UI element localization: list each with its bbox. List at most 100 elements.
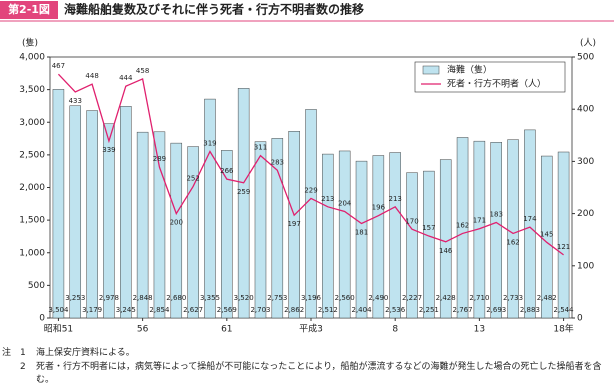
bar	[103, 123, 115, 319]
legend-label: 死者・行方不明者（人）	[447, 78, 546, 90]
y2-tick-label: 0	[577, 314, 583, 324]
bar	[322, 153, 334, 319]
note-number: 2	[20, 362, 26, 372]
line-value-label: 162	[456, 221, 469, 229]
bar	[389, 152, 401, 319]
bar	[456, 137, 469, 319]
x-tick-label: 61	[221, 325, 232, 335]
line-value-label: 145	[540, 230, 553, 238]
bar	[237, 88, 250, 319]
line-value-label: 266	[220, 167, 234, 175]
line-value-label: 146	[439, 247, 453, 255]
bar	[204, 98, 216, 319]
y-axis-label: (隻)	[22, 37, 38, 49]
bar-value-label: 3,520	[234, 294, 254, 302]
chart: 第2-1図 海難船舶隻数及びそれに伴う死者・行方不明者数の推移 (隻) (人) …	[0, 1, 614, 335]
bar	[221, 150, 233, 319]
bar	[153, 131, 166, 319]
bar-value-label: 2,680	[166, 294, 186, 302]
x-tick-label: 18年	[553, 323, 573, 335]
bar	[423, 170, 435, 319]
line-value-label: 467	[52, 62, 65, 70]
line-series	[57, 73, 564, 256]
y2-tick-label: 400	[577, 105, 594, 115]
line-value-label: 433	[69, 97, 82, 105]
y2-tick-label: 200	[577, 209, 594, 219]
line-value-label: 170	[405, 217, 418, 225]
bar-value-label: 2,710	[469, 294, 489, 302]
legend-label: 海難（隻）	[447, 64, 492, 76]
bar	[406, 172, 418, 319]
y2-tick-label: 100	[577, 261, 594, 271]
bar	[187, 146, 199, 319]
bar-value-label: 2,978	[99, 294, 119, 302]
note-text: 死者・行方不明者には，病気等によって操船が不可能になったことにより，船舶が漂流す…	[36, 362, 602, 385]
bar	[490, 142, 502, 319]
line-value-label: 181	[355, 229, 368, 237]
bar-value-label: 3,179	[82, 306, 102, 314]
bar	[355, 160, 368, 319]
line-value-label: 448	[85, 72, 98, 80]
line-value-label: 283	[271, 158, 284, 166]
line-value-label: 252	[186, 174, 199, 182]
line-value-label: 259	[237, 188, 250, 196]
bar	[86, 110, 98, 319]
x-tick-label: 13	[474, 325, 485, 335]
bar-value-label: 2,703	[250, 306, 270, 314]
line-value-label: 171	[473, 217, 486, 225]
bar-value-label: 3,245	[116, 306, 136, 314]
bar	[473, 140, 486, 319]
y2-tick-label: 300	[577, 157, 594, 167]
x-tick-label: 昭和51	[44, 324, 73, 335]
bar	[52, 89, 65, 319]
bar-value-label: 2,753	[267, 294, 287, 302]
line-value-label: 311	[254, 144, 267, 152]
bar-value-label: 2,627	[183, 306, 203, 314]
y-tick-label: 1,000	[19, 248, 45, 258]
bar	[305, 109, 317, 319]
y-tick-label: 500	[28, 281, 45, 291]
line-value-label: 213	[389, 195, 402, 203]
y-tick-label: 2,500	[19, 150, 45, 160]
bar-value-label: 2,482	[537, 294, 557, 302]
bar	[338, 150, 351, 319]
figure-number: 第2-1図	[8, 2, 50, 16]
bar-value-label: 2,560	[335, 294, 355, 302]
bar-value-label: 2,862	[284, 306, 304, 314]
bar-value-label: 2,428	[436, 294, 456, 302]
bar	[507, 139, 519, 319]
bar	[524, 129, 536, 319]
line-value-label: 319	[203, 139, 216, 147]
bar-value-label: 2,883	[520, 306, 540, 314]
bar-value-label: 2,512	[318, 306, 338, 314]
bar-value-label: 2,767	[453, 306, 473, 314]
bar-value-label: 3,504	[48, 306, 69, 314]
bar	[557, 151, 570, 319]
y-tick-label: 1,500	[19, 216, 45, 226]
line-value-label: 204	[338, 200, 352, 208]
y-tick-label: 3,000	[19, 118, 45, 128]
line-value-label: 183	[490, 210, 503, 218]
figure-number-box	[0, 1, 58, 19]
bar-value-label: 3,253	[65, 294, 85, 302]
line-value-label: 121	[557, 243, 570, 251]
bar-value-label: 2,227	[402, 294, 422, 302]
note-number: 1	[20, 348, 26, 358]
bar-value-label: 2,693	[486, 306, 506, 314]
bar-value-label: 2,854	[149, 306, 170, 314]
y2-axis-label: (人)	[580, 38, 596, 49]
bar-value-label: 2,733	[503, 294, 523, 302]
bar-value-label: 2,536	[385, 306, 406, 314]
line-value-label: 197	[287, 220, 300, 228]
line-value-label: 162	[506, 238, 519, 246]
bar	[254, 141, 267, 319]
line-value-label: 157	[422, 224, 435, 232]
line-value-label: 289	[153, 155, 166, 163]
y-tick-label: 0	[39, 314, 45, 324]
x-tick-label: 平成3	[299, 323, 323, 335]
y2-tick-label: 500	[577, 53, 594, 63]
bar-value-label: 3,355	[200, 294, 220, 302]
notes-heading: 注	[2, 348, 12, 358]
bar-value-label: 2,569	[217, 306, 237, 314]
